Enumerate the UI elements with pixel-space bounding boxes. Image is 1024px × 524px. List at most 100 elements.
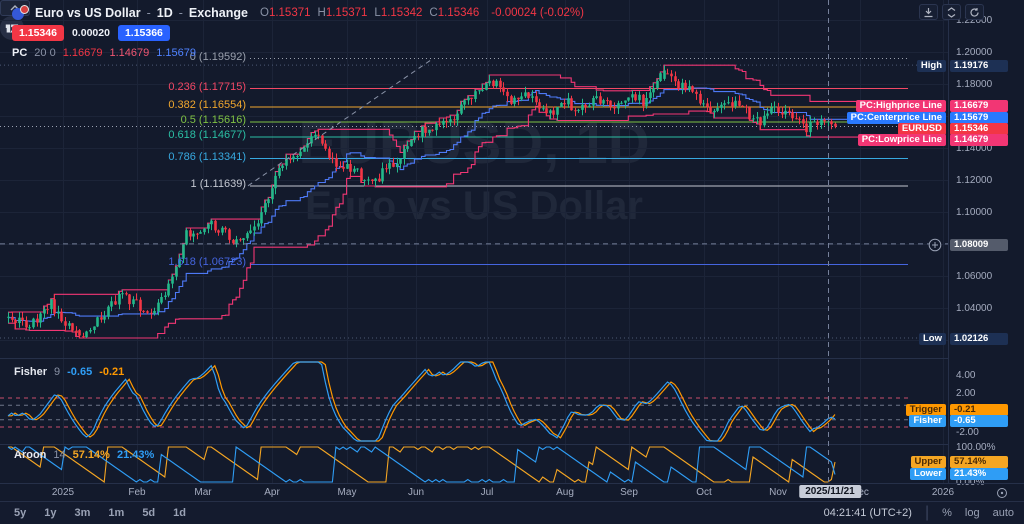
range-3m-button[interactable]: 3m: [74, 507, 91, 519]
download-icon: [924, 7, 933, 17]
ohlc-item: L1.15342: [374, 7, 422, 19]
crosshair-date-badge: 2025/11/21: [799, 485, 861, 498]
fib-level-label[interactable]: 1 (1.11639): [190, 177, 246, 190]
ohlc-value: 1.15346: [437, 6, 480, 19]
fisher-chip-label: Fisher: [909, 415, 946, 427]
pc-highprice-chip-label: PC:Highprice Line: [855, 100, 946, 112]
chart-quick-actions: [919, 4, 984, 20]
pc-lowprice-chip-value: 1.14679: [950, 134, 1008, 146]
interval-label[interactable]: 1D: [156, 5, 173, 20]
time-axis-month: Aug: [556, 487, 574, 498]
indicator-tick: -2.00: [956, 427, 979, 438]
scale-buttons: % log auto: [942, 507, 1014, 519]
price-tick: 1.10000: [956, 207, 993, 218]
indicator-tick: 2.00: [956, 388, 976, 399]
time-axis-month: Jun: [407, 487, 425, 498]
price-tick: 1.18000: [956, 79, 993, 90]
target-icon[interactable]: [996, 486, 1008, 504]
target-icon-glyph: [997, 488, 1007, 498]
plus-circle-icon[interactable]: [928, 238, 942, 257]
log-scale-button[interactable]: log: [964, 507, 980, 519]
time-axis-month: 2025: [51, 487, 75, 498]
us-flag-icon: [20, 5, 29, 14]
ohlc-key: H: [317, 6, 326, 19]
pc-indicator-legend[interactable]: PC 20 0 1.16679 1.14679 1.15679: [12, 47, 196, 59]
fib-level-label[interactable]: 0.786 (1.13341): [168, 150, 246, 163]
fib-level-label[interactable]: 0 (1.19592): [189, 50, 246, 63]
ohlc-key: L: [374, 6, 381, 19]
fisher-chip-value: -0.65: [950, 415, 1008, 427]
bid-ask-row: 1.15346 0.00020 1.15366: [12, 25, 170, 41]
symbol-lastprice-chip-value: 1.15346: [950, 123, 1008, 135]
title-separator: -: [178, 5, 183, 20]
download-button[interactable]: [919, 4, 938, 20]
reset-view-icon: [970, 7, 979, 17]
crosshair-price-chip-value: 1.08009: [950, 239, 1008, 251]
pc-centerprice-chip-label: PC:Centerprice Line: [846, 112, 946, 124]
spread-value: 0.00020: [71, 27, 110, 39]
trigger-value: -0.21: [99, 366, 125, 378]
range-1m-button[interactable]: 1m: [108, 507, 125, 519]
pc-indicator-params: 20 0: [34, 47, 56, 59]
aroon-upper-chip-value: 57.14%: [950, 456, 1008, 468]
price-tick: 1.22000: [956, 15, 993, 26]
time-axis[interactable]: 2025/11/21 2025 Feb Mar Apr May Jun Jul Aug Sep O…: [0, 483, 1024, 501]
reset-view-button[interactable]: [965, 4, 984, 20]
aroon-indicator-legend[interactable]: Aroon 14 57.14% 21.43%: [14, 449, 154, 461]
price-tick: 1.06000: [956, 271, 993, 282]
time-axis-month: May: [337, 487, 357, 498]
symbol-title[interactable]: Euro vs US Dollar: [35, 5, 141, 20]
ask-price-chip[interactable]: 1.15366: [117, 25, 170, 41]
symbol-lastprice-chip-label: EURUSD: [897, 123, 946, 135]
date-range-buttons: 5y 1y 3m 1m 5d 1d: [14, 502, 186, 524]
ohlc-value: 1.15371: [325, 6, 368, 19]
time-axis-month: Sep: [620, 487, 638, 498]
price-tick: 1.20000: [956, 47, 993, 58]
clock-label[interactable]: 04:21:41 (UTC+2): [823, 507, 912, 519]
fisher-indicator-legend[interactable]: Fisher 9 -0.65 -0.21: [14, 366, 124, 378]
main-chart-canvas[interactable]: [0, 0, 948, 483]
time-axis-month: 2026: [931, 487, 955, 498]
high-price-chip-label: High: [916, 60, 946, 72]
fib-level-label[interactable]: 0.382 (1.16554): [168, 99, 246, 112]
add-order-icon: [928, 238, 942, 252]
fib-level-label[interactable]: 0.5 (1.15616): [180, 114, 246, 127]
auto-scale-button[interactable]: auto: [992, 507, 1014, 519]
fisher-value: -0.65: [67, 366, 93, 378]
ohlc-value: 1.15371: [268, 6, 311, 19]
fisher-name[interactable]: Fisher: [14, 366, 48, 378]
aroon-param: 14: [53, 449, 66, 461]
symbol-flag-icon: [12, 5, 29, 20]
time-axis-month: Nov: [769, 487, 787, 498]
price-axis[interactable]: 1.22000 1.20000 1.18000 1.14000 1.12000 1.100…: [948, 0, 1024, 488]
aroon-lower-value: 21.43%: [116, 449, 155, 461]
bottom-right-controls: 04:21:41 (UTC+2) | % log auto: [824, 502, 1014, 524]
change-value: -0.00024 (-0.02%): [491, 6, 584, 19]
range-5y-button[interactable]: 5y: [14, 507, 27, 519]
pc-lowprice-chip-label: PC:Lowprice Line: [857, 134, 946, 146]
range-1d-button[interactable]: 1d: [173, 507, 186, 519]
fisher-param: 9: [54, 366, 61, 378]
pc-indicator-name[interactable]: PC: [12, 47, 28, 59]
symbol-legend[interactable]: Euro vs US Dollar - 1D - Exchange O1.153…: [12, 5, 584, 20]
range-5d-button[interactable]: 5d: [142, 507, 156, 519]
collapse-arrows-icon: [947, 6, 956, 18]
low-price-chip-label: Low: [919, 333, 946, 345]
fib-level-label[interactable]: 1.618 (1.06723): [168, 256, 246, 269]
bottom-toolbar: 5y 1y 3m 1m 5d 1d 04:21:41 (UTC+2) | % log auto: [0, 501, 1024, 524]
price-tick: 1.04000: [956, 303, 993, 314]
pc-highprice-chip-value: 1.16679: [950, 100, 1008, 112]
bid-price-chip[interactable]: 1.15346: [12, 25, 64, 41]
ohlc-item: H1.15371: [318, 7, 368, 19]
aroon-name[interactable]: Aroon: [14, 449, 47, 461]
fib-level-label[interactable]: 0.618 (1.14677): [168, 129, 246, 142]
time-axis-month: Oct: [696, 487, 712, 498]
ohlc-item: C1.15346: [429, 7, 479, 19]
time-axis-month: Feb: [128, 487, 146, 498]
collapse-pane-button[interactable]: [942, 4, 961, 20]
range-1y-button[interactable]: 1y: [44, 507, 57, 519]
percent-scale-button[interactable]: %: [942, 507, 952, 519]
time-axis-month: Apr: [264, 487, 280, 498]
fib-level-label[interactable]: 0.236 (1.17715): [168, 80, 246, 93]
indicator-tick: 4.00: [956, 370, 976, 381]
